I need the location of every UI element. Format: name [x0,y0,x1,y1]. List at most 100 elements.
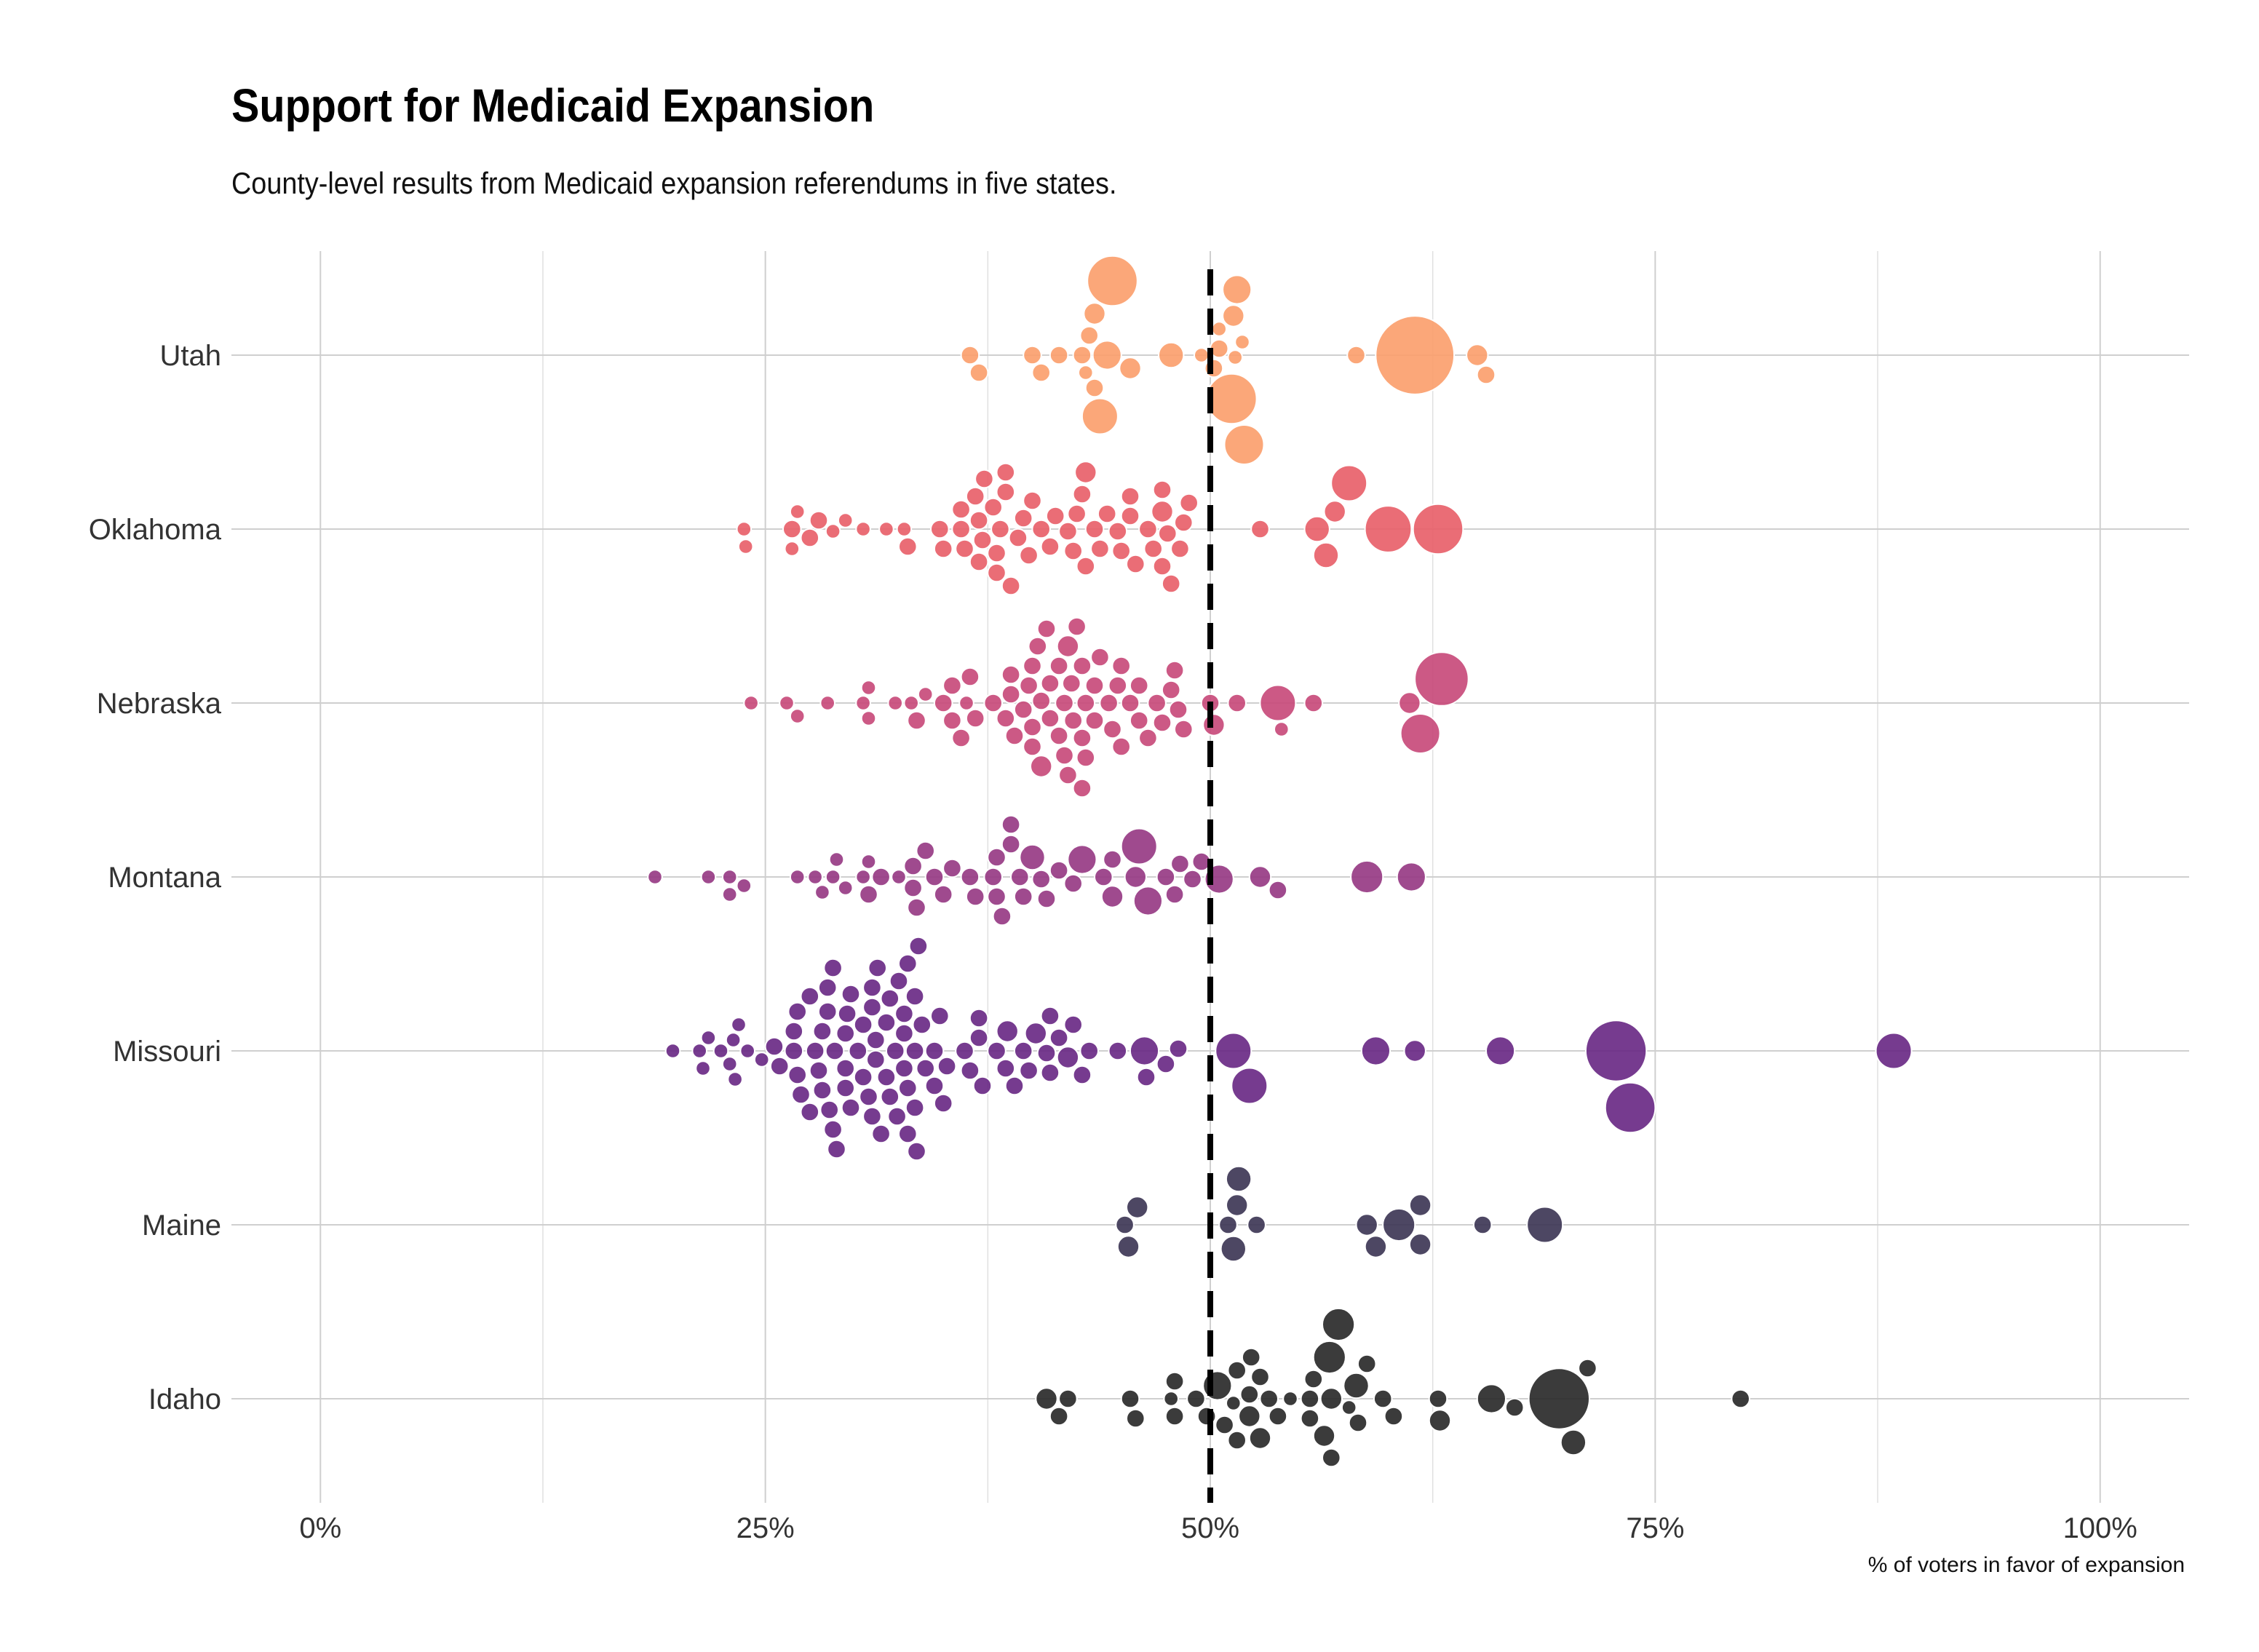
county-point [1103,719,1122,739]
county-point [1161,573,1181,594]
county-point [1035,1387,1058,1410]
county-point [996,1020,1019,1043]
county-point [1081,397,1119,435]
county-point [1040,1006,1060,1026]
county-point [1067,844,1097,875]
county-point [1084,378,1105,398]
county-point [1227,349,1243,365]
county-point [1138,519,1158,539]
county-point [1031,519,1051,539]
county-point [1058,1389,1078,1409]
county-point [1163,1391,1179,1407]
y-axis-labels: Utah Oklahoma Nebraska Montana Missouri Maine… [89,340,222,1415]
county-point [841,1097,861,1118]
county-point [930,519,950,539]
county-point [916,1058,935,1079]
county-point [812,1021,833,1041]
county-point [1129,710,1149,731]
county-point [1164,884,1185,905]
county-point [951,728,971,748]
county-point [1151,500,1174,523]
county-point [990,519,1010,539]
county-point [1168,699,1188,720]
county-point [969,362,989,383]
county-point [823,958,843,978]
county-point [987,1041,1007,1061]
county-point [1578,1358,1597,1378]
county-point [769,1056,790,1076]
county-point [817,977,838,998]
county-point [983,497,1003,517]
county-point [958,695,974,711]
county-point [933,884,953,905]
county-point [1036,1043,1057,1063]
county-point [871,1124,891,1144]
county-point [960,1060,980,1081]
county-point [1428,1389,1448,1409]
county-point [896,521,913,537]
county-point [871,867,891,887]
county-point [1412,503,1464,555]
county-point [1074,461,1097,484]
county-point [837,512,854,528]
county-point [1120,506,1140,526]
county-point [1001,834,1021,854]
county-point [809,1060,829,1081]
county-point [1215,1032,1252,1070]
county-point [1013,508,1033,528]
county-point [1072,778,1092,798]
county-point [924,1041,945,1061]
county-point [814,884,830,900]
county-point [905,1097,925,1118]
county-point [862,997,882,1017]
county-point [987,886,1007,907]
county-point [1248,1426,1272,1450]
county-point [1078,365,1094,381]
county-point [1019,1060,1039,1081]
county-point [974,469,994,489]
county-point [1348,1413,1368,1433]
county-point [1322,1448,1341,1468]
county-point [753,1052,770,1068]
county-point [862,977,882,998]
county-point [1079,325,1099,346]
county-point [1129,1036,1160,1066]
county-point [812,1080,833,1100]
county-point [1023,345,1042,365]
county-point [1241,1347,1261,1367]
county-point [1215,1415,1234,1435]
county-point [1179,493,1199,513]
county-point [1382,1207,1416,1242]
county-point [859,884,878,905]
county-point [1097,504,1117,524]
county-point [1211,321,1227,337]
county-point [898,536,918,557]
county-point [876,1067,897,1087]
county-point [887,695,903,711]
county-point [983,693,1003,713]
county-point [825,1041,845,1061]
county-point [987,543,1007,563]
county-point [1234,334,1250,350]
county-point [1396,862,1426,892]
county-point [1152,712,1172,733]
county-point [880,1087,900,1107]
county-point [1108,1041,1128,1061]
county-point [1375,315,1456,395]
county-point [987,847,1007,867]
county-point [996,462,1016,483]
county-point [1147,693,1167,713]
county-point [912,1014,932,1035]
county-point [1156,1054,1176,1074]
county-point [1001,576,1021,596]
county-point [1049,726,1069,746]
county-point [827,1139,846,1159]
county-point [1013,699,1033,720]
county-point [1067,616,1087,637]
county-point [924,867,945,887]
county-point [1259,684,1297,722]
county-point [800,1102,820,1122]
county-point [1504,1397,1525,1418]
county-point [1120,827,1158,865]
